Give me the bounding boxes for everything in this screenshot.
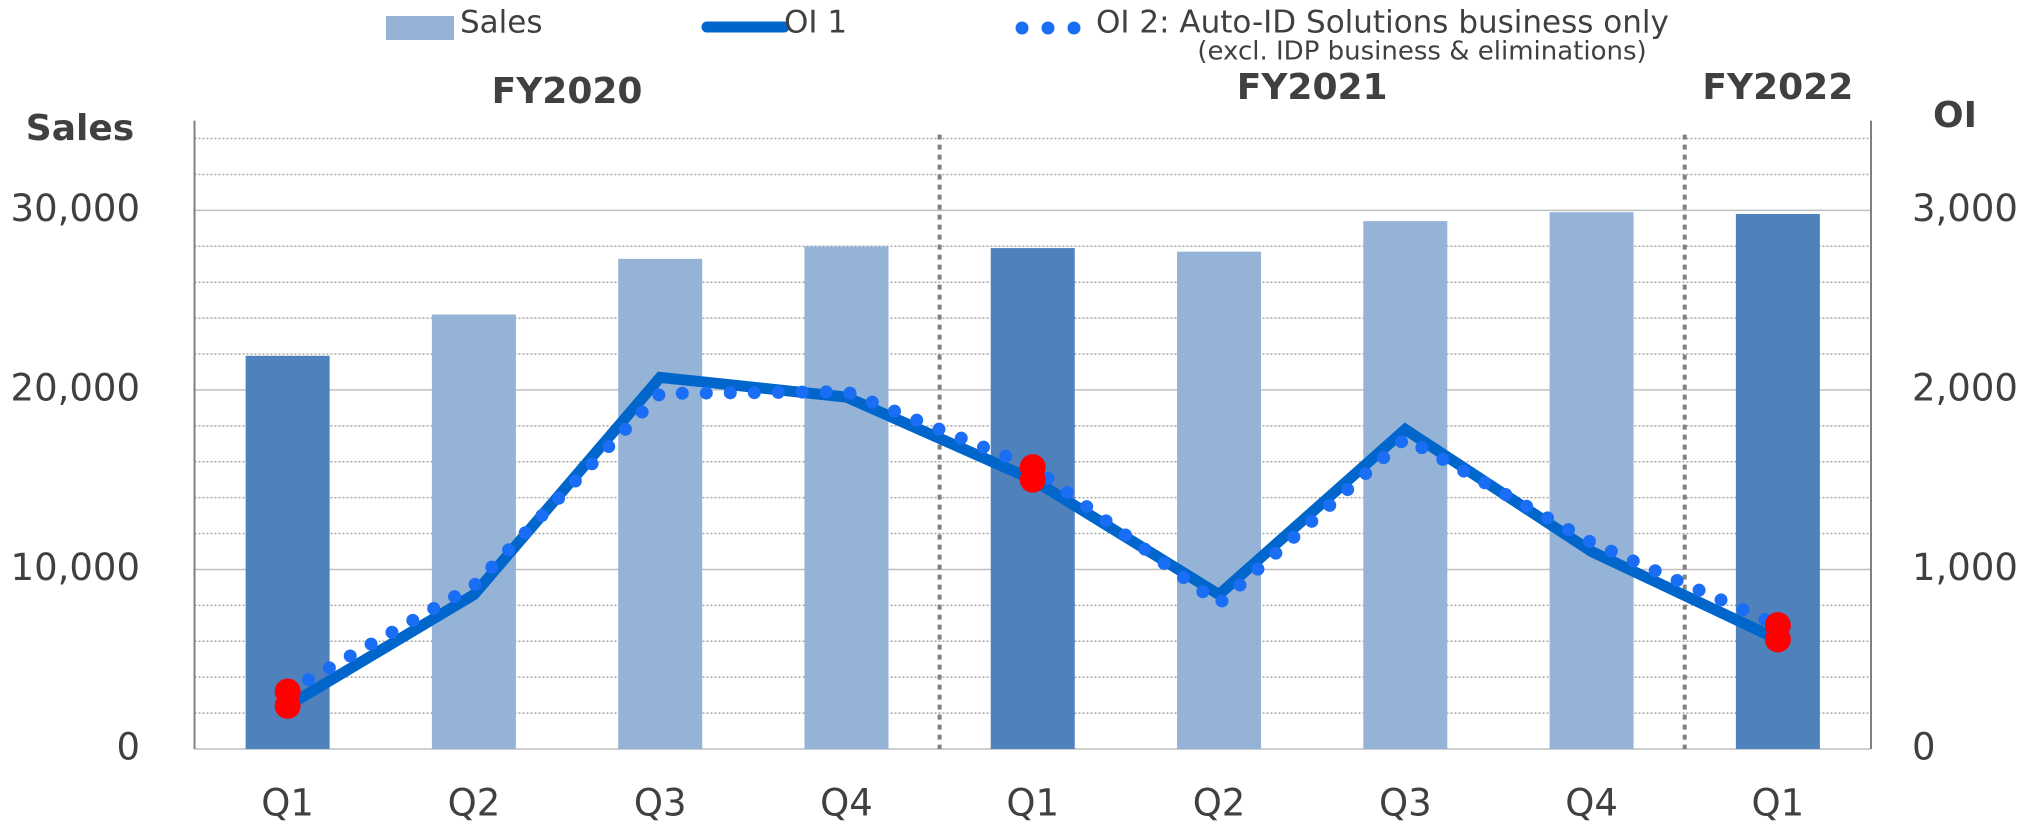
legend-label: OI 1 [784, 5, 847, 41]
group-label: FY2022 [1702, 67, 1853, 108]
legend-label: Sales [460, 5, 543, 41]
y-tick-label: 20,000 [11, 366, 140, 409]
y2-axis-label: OI [1933, 95, 1977, 136]
legend-label: OI 2: Auto-ID Solutions business only [1096, 5, 1669, 41]
x-tick-label: Q4 [820, 782, 873, 825]
x-tick-label: Q4 [1565, 782, 1618, 825]
legend-swatch [386, 16, 454, 40]
y2-tick-label: 1,000 [1912, 546, 2018, 589]
y-tick-label: 0 [116, 726, 140, 769]
y-tick-label: 30,000 [11, 187, 140, 230]
y-axis-label: Sales [26, 108, 134, 149]
bar [431, 314, 516, 749]
bar [1549, 212, 1634, 749]
bar [1177, 251, 1262, 749]
highlight-marker [1764, 612, 1791, 639]
y2-tick-label: 0 [1912, 726, 1936, 769]
x-tick-label: Q1 [1006, 782, 1059, 825]
bar [804, 246, 889, 749]
y2-tick-label: 2,000 [1912, 366, 2018, 409]
bar [618, 258, 703, 749]
x-tick-label: Q3 [1379, 782, 1432, 825]
x-tick-label: Q1 [1752, 782, 1805, 825]
group-label: FY2020 [492, 71, 643, 112]
y-tick-label: 10,000 [11, 546, 140, 589]
bar [1363, 221, 1448, 750]
x-tick-label: Q2 [1193, 782, 1246, 825]
highlight-marker [1019, 454, 1046, 481]
x-tick-label: Q2 [448, 782, 501, 825]
highlight-marker [274, 678, 301, 705]
group-label: FY2021 [1237, 67, 1388, 108]
legend-note: (excl. IDP business & eliminations) [1197, 37, 1646, 67]
y2-tick-label: 3,000 [1912, 187, 2018, 230]
x-tick-label: Q3 [634, 782, 687, 825]
x-tick-label: Q1 [261, 782, 314, 825]
bar [1735, 213, 1820, 749]
